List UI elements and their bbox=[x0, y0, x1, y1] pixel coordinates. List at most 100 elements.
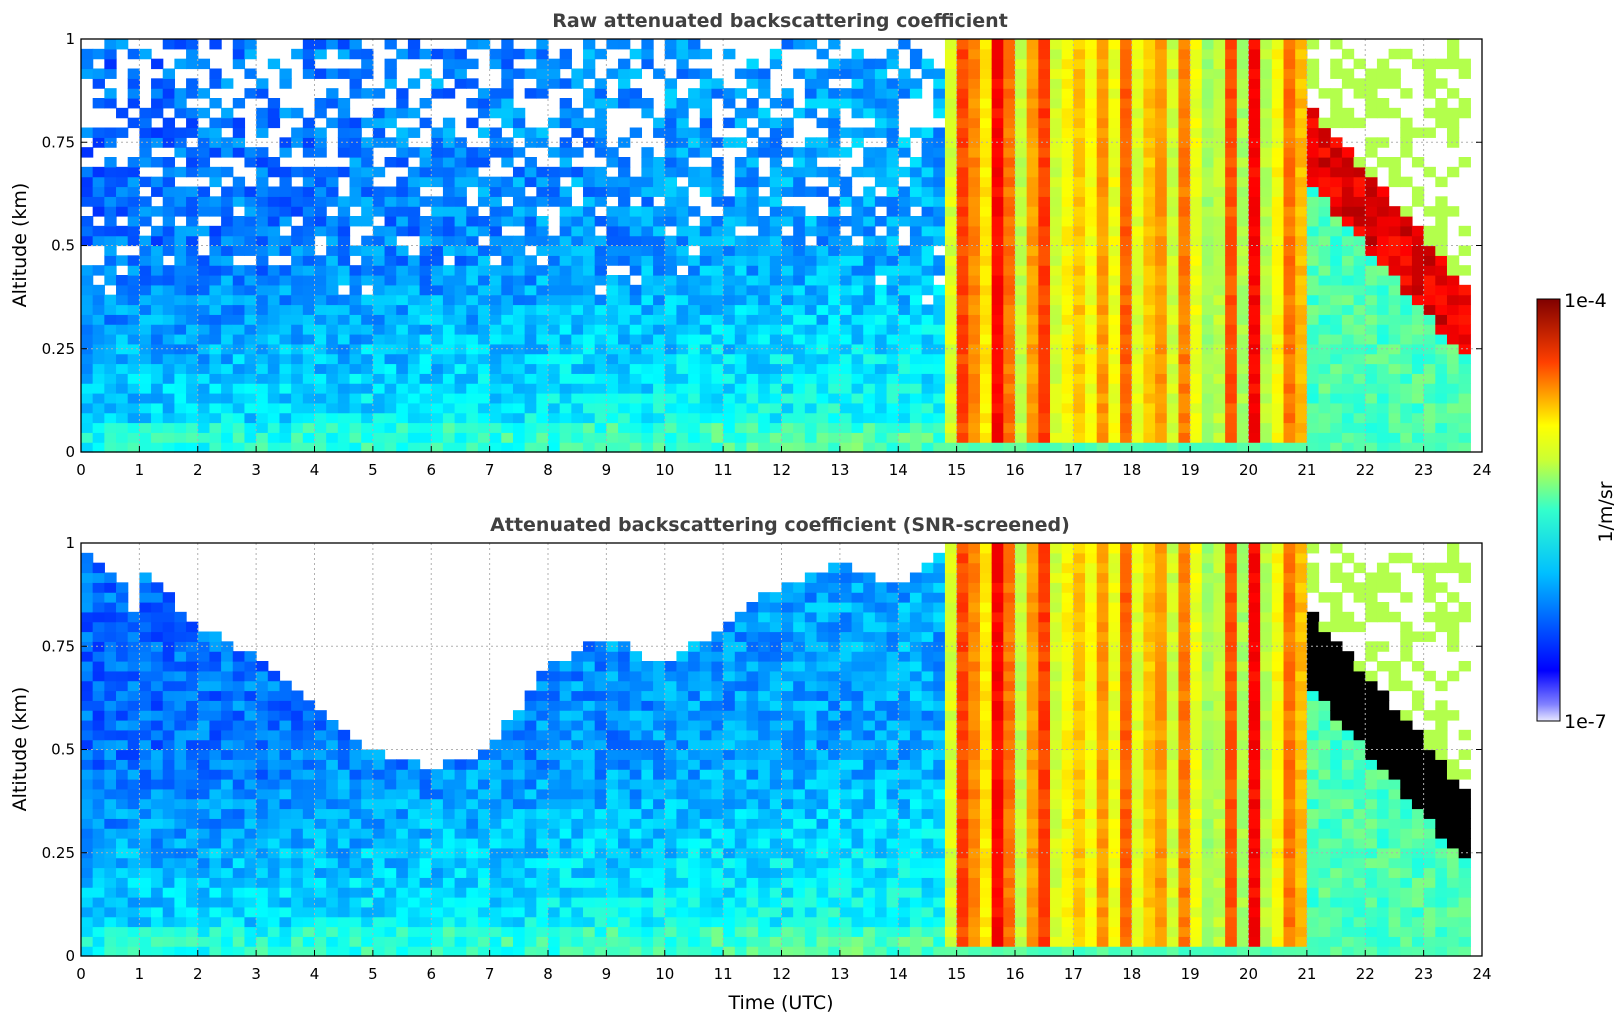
heatmap-cell bbox=[1061, 265, 1074, 276]
heatmap-cell bbox=[1423, 235, 1436, 247]
heatmap-cell bbox=[1400, 412, 1413, 424]
heatmap-cell bbox=[267, 353, 281, 365]
heatmap-cell bbox=[1458, 383, 1471, 394]
heatmap-cell bbox=[1376, 186, 1390, 197]
heatmap-cell bbox=[1283, 412, 1296, 424]
heatmap-cell bbox=[1306, 255, 1320, 266]
heatmap-cell bbox=[1341, 216, 1355, 227]
heatmap-cell bbox=[641, 265, 654, 276]
heatmap-cell bbox=[804, 157, 818, 168]
heatmap-cell bbox=[396, 216, 409, 227]
heatmap-cell bbox=[151, 284, 164, 296]
heatmap-cell bbox=[302, 402, 316, 414]
heatmap-cell bbox=[232, 779, 246, 790]
heatmap-cell bbox=[466, 294, 479, 306]
heatmap-cell bbox=[898, 245, 911, 256]
heatmap-cell bbox=[746, 196, 759, 207]
heatmap-cell bbox=[758, 176, 771, 188]
heatmap-cell bbox=[1458, 343, 1471, 355]
heatmap-cell bbox=[1271, 157, 1285, 168]
heatmap-cell bbox=[174, 432, 187, 443]
heatmap-cell bbox=[1085, 48, 1098, 60]
heatmap-cell bbox=[454, 334, 467, 345]
heatmap-cell bbox=[454, 48, 467, 60]
heatmap-cell bbox=[302, 393, 316, 404]
heatmap-cell bbox=[1096, 422, 1109, 433]
heatmap-cell bbox=[816, 393, 829, 404]
heatmap-cell bbox=[221, 798, 234, 810]
heatmap-cell bbox=[244, 818, 257, 829]
heatmap-cell bbox=[221, 186, 234, 197]
heatmap-cell bbox=[979, 314, 993, 325]
heatmap-cell bbox=[81, 798, 94, 810]
heatmap-cell bbox=[1435, 402, 1448, 414]
heatmap-cell bbox=[232, 877, 246, 888]
heatmap-cell bbox=[372, 432, 386, 443]
heatmap-cell bbox=[512, 275, 526, 286]
heatmap-cell bbox=[1318, 157, 1331, 168]
heatmap-cell bbox=[933, 255, 946, 266]
heatmap-cell bbox=[209, 265, 222, 276]
heatmap-cell bbox=[968, 422, 981, 433]
heatmap-cell bbox=[291, 363, 304, 374]
heatmap-cell bbox=[1388, 412, 1401, 424]
heatmap-cell bbox=[1155, 265, 1168, 276]
heatmap-cell bbox=[548, 442, 561, 453]
heatmap-cell bbox=[221, 828, 234, 839]
heatmap-cell bbox=[512, 176, 526, 188]
heatmap-cell bbox=[653, 206, 666, 217]
heatmap-cell bbox=[127, 887, 140, 898]
heatmap-cell bbox=[956, 48, 969, 60]
heatmap-cell bbox=[1003, 235, 1016, 247]
heatmap-cell bbox=[536, 186, 549, 197]
heatmap-cell bbox=[1213, 343, 1226, 355]
heatmap-cell bbox=[489, 304, 502, 315]
heatmap-cell bbox=[944, 442, 958, 453]
heatmap-cell bbox=[536, 225, 549, 237]
heatmap-cell bbox=[186, 877, 199, 888]
heatmap-cell bbox=[104, 353, 117, 365]
heatmap-cell bbox=[162, 749, 176, 760]
heatmap-cell bbox=[979, 265, 993, 276]
heatmap-cell bbox=[1166, 284, 1180, 296]
heatmap-cell bbox=[221, 442, 234, 453]
heatmap-cell bbox=[1248, 107, 1261, 119]
heatmap-cell bbox=[979, 245, 993, 256]
heatmap-cell bbox=[1026, 39, 1039, 50]
heatmap-cell bbox=[256, 334, 269, 345]
heatmap-cell bbox=[104, 670, 117, 682]
heatmap-cell bbox=[1365, 265, 1378, 276]
heatmap-cell bbox=[641, 98, 654, 109]
heatmap-cell bbox=[197, 157, 211, 168]
heatmap-cell bbox=[1120, 107, 1133, 119]
heatmap-cell bbox=[81, 373, 94, 384]
heatmap-cell bbox=[116, 206, 129, 217]
heatmap-cell bbox=[501, 334, 514, 345]
screened-backscatter-panel: Attenuated backscattering coefficient (S… bbox=[9, 514, 1492, 1014]
heatmap-cell bbox=[571, 314, 584, 325]
heatmap-cell bbox=[1096, 284, 1109, 296]
heatmap-cell bbox=[1446, 166, 1460, 178]
heatmap-cell bbox=[944, 68, 958, 79]
heatmap-cell bbox=[1306, 176, 1320, 188]
heatmap-cell bbox=[1050, 225, 1063, 237]
heatmap-cell bbox=[431, 334, 444, 345]
heatmap-cell bbox=[92, 284, 105, 296]
heatmap-cell bbox=[1178, 176, 1191, 188]
heatmap-cell bbox=[244, 432, 257, 443]
heatmap-cell bbox=[653, 68, 666, 79]
heatmap-cell bbox=[139, 265, 152, 276]
heatmap-cell bbox=[174, 275, 187, 286]
heatmap-cell bbox=[1341, 432, 1355, 443]
heatmap-cell bbox=[104, 412, 117, 424]
heatmap-cell bbox=[1085, 402, 1098, 414]
heatmap-cell bbox=[221, 225, 234, 237]
heatmap-cell bbox=[1050, 314, 1063, 325]
heatmap-cell bbox=[1353, 245, 1366, 256]
heatmap-cell bbox=[1166, 393, 1180, 404]
heatmap-cell bbox=[127, 788, 140, 800]
heatmap-cell bbox=[1155, 58, 1168, 70]
heatmap-cell bbox=[431, 294, 444, 306]
heatmap-cell bbox=[898, 255, 911, 266]
heatmap-cell bbox=[139, 137, 152, 148]
